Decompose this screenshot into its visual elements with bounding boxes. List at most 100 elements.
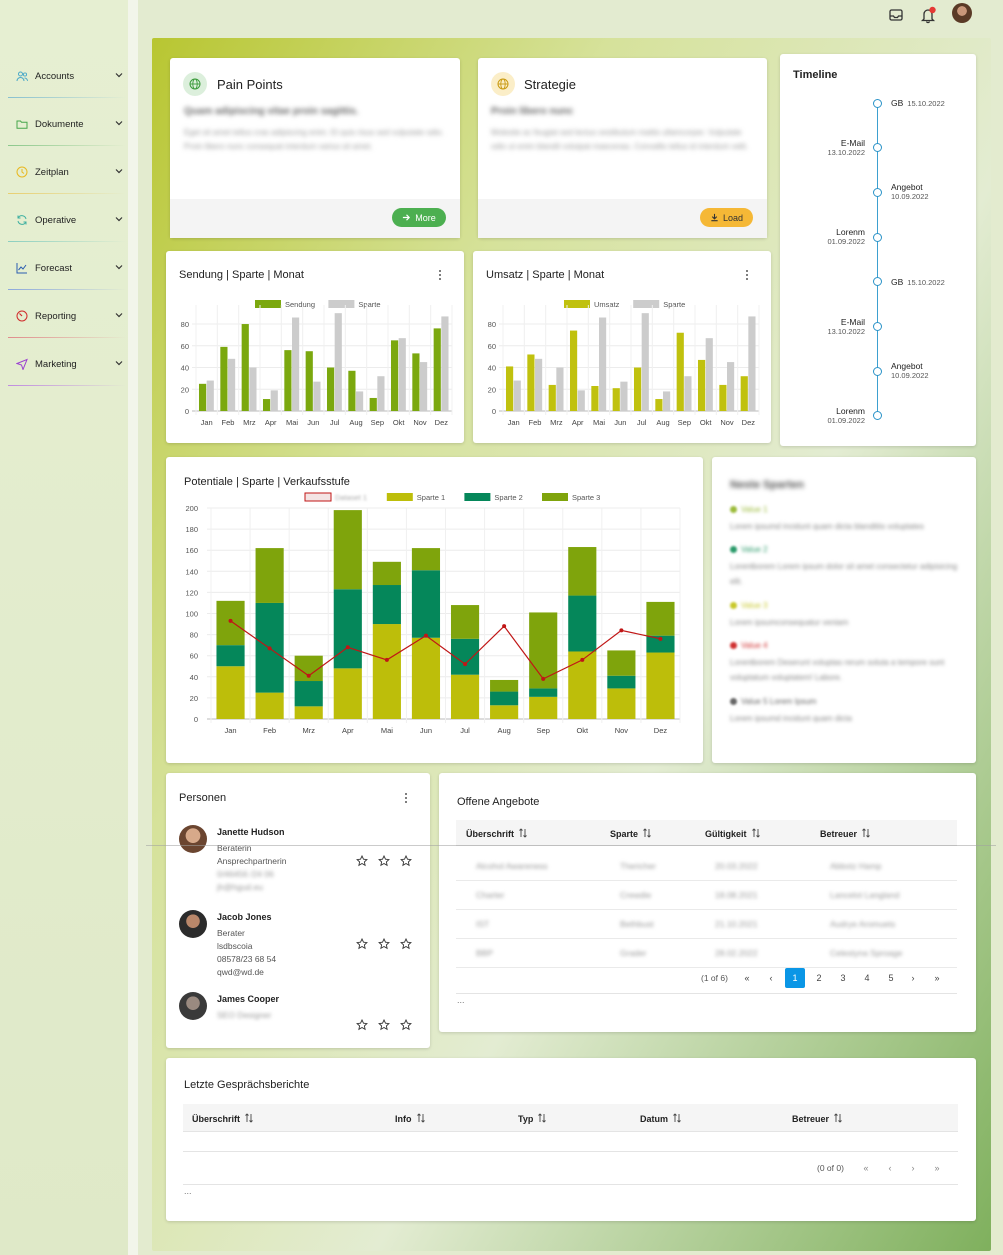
column-header[interactable]: Betreuer [792, 1113, 843, 1124]
sort-icon[interactable] [638, 828, 652, 839]
sidebar-item-operative[interactable]: Operative [0, 196, 128, 244]
timeline-event[interactable]: Angebot 10.09.2022 [891, 361, 929, 380]
page-button[interactable]: 3 [840, 973, 846, 983]
sort-icon[interactable] [747, 828, 761, 839]
potentiale-chart-card: Potentiale | Sparte | Verkaufsstufe Data… [166, 457, 703, 763]
sidebar-item-accounts[interactable]: Accounts [0, 52, 128, 100]
first-page-icon[interactable]: « [744, 973, 750, 983]
timeline-dot [872, 411, 882, 421]
y-tick-label: 160 [185, 546, 198, 555]
column-header-label: Gültigkeit [705, 829, 747, 839]
sort-icon[interactable] [240, 1113, 254, 1124]
sidebar-item-marketing[interactable]: Marketing [0, 340, 128, 388]
timeline-event[interactable]: Lorenm 01.09.2022 [827, 227, 865, 246]
y-tick-label: 20 [181, 385, 189, 394]
more-button[interactable]: More [392, 208, 446, 227]
timeline-event[interactable]: GB 15.10.2022 [891, 98, 945, 108]
timeline-event[interactable]: E-Mail 13.10.2022 [827, 138, 865, 157]
gauge-icon [16, 310, 28, 322]
x-tick-label: Mrz [243, 418, 256, 427]
next-page-icon[interactable]: › [911, 973, 915, 983]
stacked-bar-segment [607, 688, 636, 719]
table-row[interactable]: BBP Grader 28.02.2022 Celestyna Sproage [456, 939, 957, 968]
column-header[interactable]: Typ [518, 1113, 547, 1124]
timeline-event-label: GB [891, 98, 904, 108]
timeline-event[interactable]: Lorenm 01.09.2022 [827, 406, 865, 425]
table-row[interactable]: IST Bethbust 21.10.2021 Audrye Aromuets [456, 910, 957, 939]
page-button[interactable]: 1 [785, 968, 805, 988]
kebab-menu-icon[interactable] [745, 269, 749, 281]
berichte-card: Letzte Gesprächsberichte ... Überschrift… [166, 1058, 976, 1221]
star-icon[interactable] [378, 854, 390, 867]
timeline-event[interactable]: GB 15.10.2022 [891, 277, 945, 287]
line-point [228, 618, 233, 623]
column-header[interactable]: Datum [640, 1113, 682, 1124]
last-page-icon[interactable]: » [934, 1163, 940, 1173]
sidebar-item-dokumente[interactable]: Dokumente [0, 100, 128, 148]
table-row[interactable]: Charter Crewdie 18.08.2021 Lancelot Langlan… [456, 881, 957, 910]
column-header[interactable]: Überschrift [466, 828, 528, 839]
sort-icon[interactable] [533, 1113, 547, 1124]
x-tick-label: Dez [435, 418, 449, 427]
star-icon[interactable] [400, 937, 412, 950]
sidebar-item-zeitplan[interactable]: Zeitplan [0, 148, 128, 196]
sort-icon[interactable] [857, 828, 871, 839]
next-page-icon[interactable]: › [911, 1163, 915, 1173]
kebab-menu-icon[interactable] [404, 792, 408, 804]
table-row[interactable]: Alcohol Awareness Thericher 20.03.2022 Abbo… [456, 852, 957, 881]
bell-icon[interactable] [918, 5, 938, 25]
sort-icon[interactable] [668, 1113, 682, 1124]
star-icon[interactable] [378, 1018, 390, 1031]
column-header[interactable]: Gültigkeit [705, 828, 761, 839]
timeline-event[interactable]: Angebot 10.09.2022 [891, 182, 929, 201]
sort-icon[interactable] [412, 1113, 426, 1124]
timeline-event-date: 01.09.2022 [827, 415, 865, 425]
legend-swatch [564, 300, 590, 308]
page-button[interactable]: 2 [816, 973, 822, 983]
timeline-event-label: E-Mail [840, 137, 865, 148]
star-icon[interactable] [356, 854, 368, 867]
sort-icon[interactable] [829, 1113, 843, 1124]
user-avatar[interactable] [952, 3, 972, 23]
star-icon[interactable] [400, 1018, 412, 1031]
prev-page-icon[interactable]: ‹ [769, 973, 773, 983]
avatar[interactable] [179, 825, 207, 853]
sidebar-separator [8, 193, 126, 194]
column-header[interactable]: Betreuer [820, 828, 871, 839]
timeline-event-date: 15.10.2022 [907, 277, 945, 287]
last-page-icon[interactable]: » [934, 973, 940, 983]
timeline-event[interactable]: E-Mail 13.10.2022 [827, 317, 865, 336]
chevron-down-icon [114, 118, 128, 131]
page-button[interactable]: 5 [888, 973, 894, 983]
star-icon[interactable] [356, 1018, 368, 1031]
berichte-footer: ... [184, 1186, 192, 1196]
column-header[interactable]: Info [395, 1113, 426, 1124]
prev-page-icon[interactable]: ‹ [888, 1163, 892, 1173]
bar [356, 391, 364, 411]
load-button[interactable]: Load [700, 208, 753, 227]
person-name[interactable]: Janette Hudson [217, 827, 285, 837]
sidebar-item-reporting[interactable]: Reporting [0, 292, 128, 340]
bar [228, 358, 236, 411]
star-icon[interactable] [356, 937, 368, 950]
kebab-menu-icon[interactable] [438, 269, 442, 281]
avatar[interactable] [179, 910, 207, 938]
avatar[interactable] [179, 992, 207, 1020]
column-header[interactable]: Sparte [610, 828, 652, 839]
legend-label: Sparte 1 [417, 493, 445, 502]
page-button[interactable]: 4 [864, 973, 870, 983]
bar [641, 313, 649, 411]
star-icon[interactable] [400, 854, 412, 867]
sort-icon[interactable] [514, 828, 528, 839]
angebote-title: Offene Angebote [457, 796, 540, 808]
inbox-icon[interactable] [886, 5, 906, 25]
column-header[interactable]: Überschrift [192, 1113, 254, 1124]
sidebar-item-label: Accounts [35, 70, 75, 82]
person-name[interactable]: Jacob Jones [217, 912, 272, 922]
legend-swatch [328, 300, 355, 308]
sidebar-item-forecast[interactable]: Forecast [0, 244, 128, 292]
y-tick-label: 60 [488, 342, 496, 351]
person-name[interactable]: James Cooper [217, 994, 280, 1004]
star-icon[interactable] [378, 937, 390, 950]
first-page-icon[interactable]: « [863, 1163, 869, 1173]
